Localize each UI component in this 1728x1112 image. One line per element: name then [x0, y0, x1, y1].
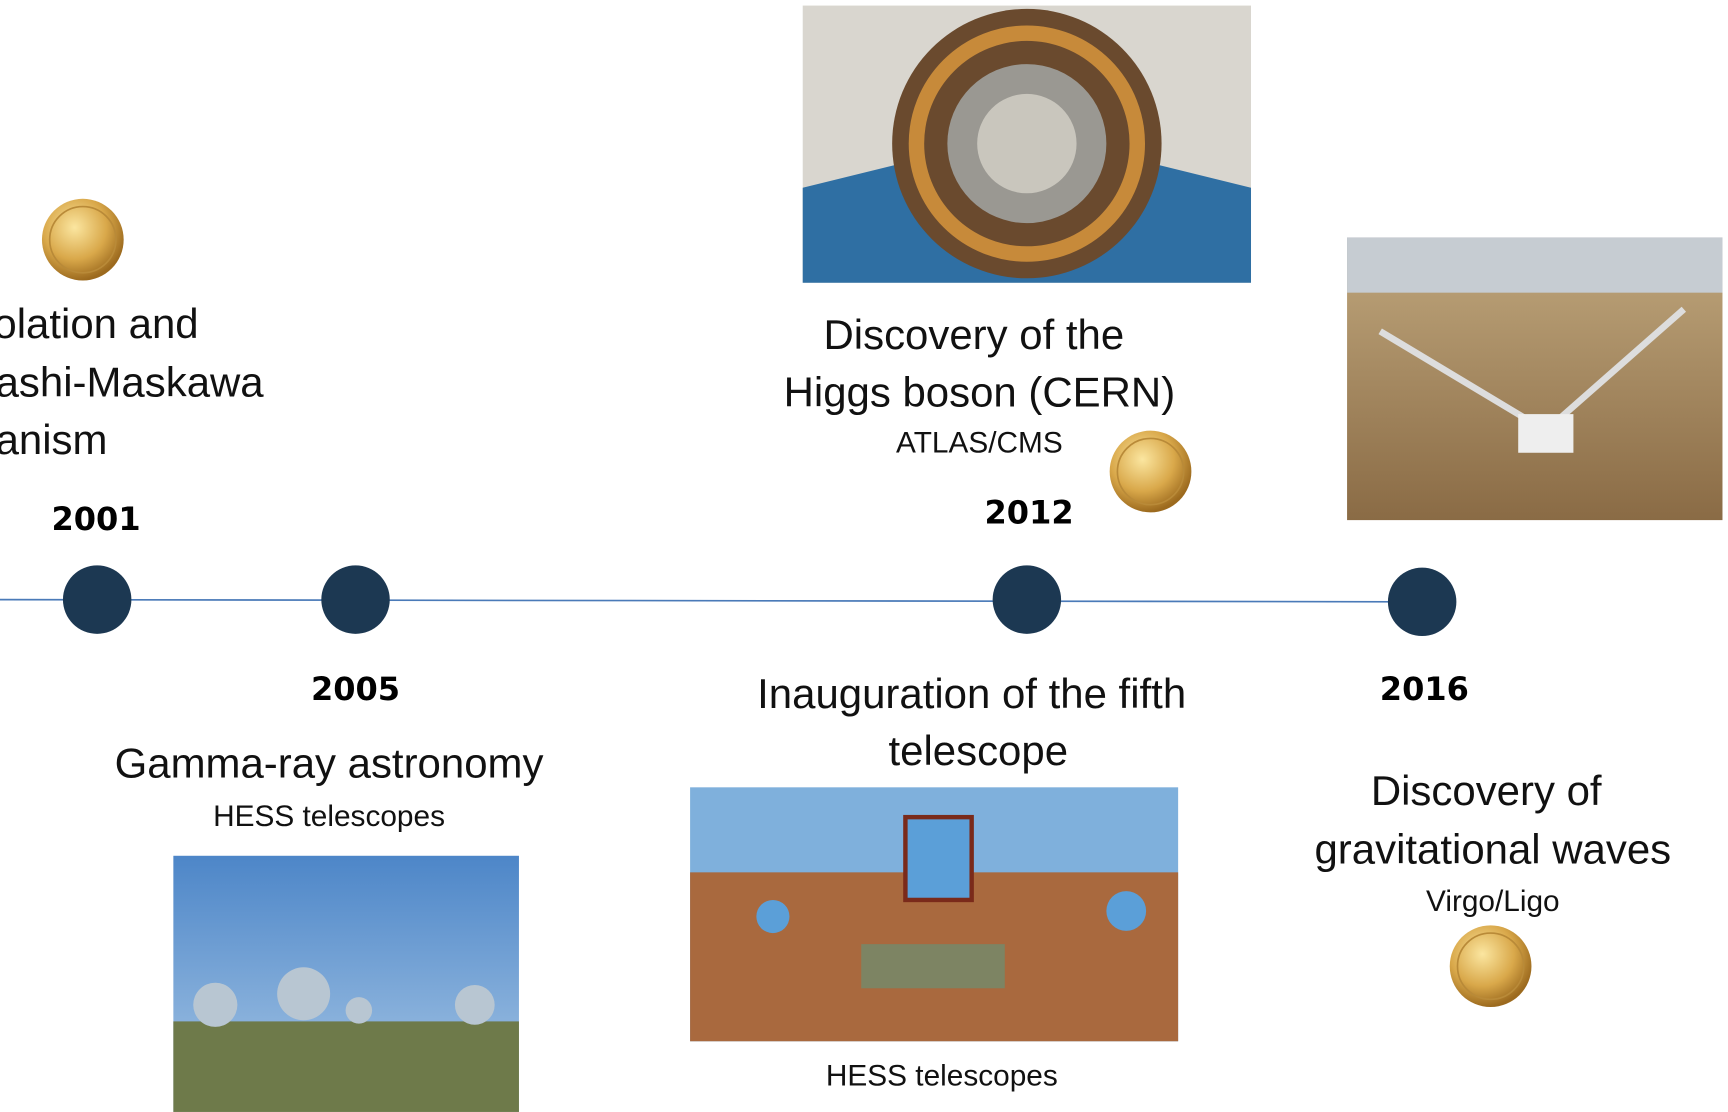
event-year: 2005: [311, 670, 400, 708]
milestone-title: telescope: [889, 727, 1069, 774]
timeline-axis: [0, 600, 1424, 602]
timeline-node: [63, 565, 131, 633]
nobel-medal: [1450, 925, 1532, 1007]
milestone-title: Inauguration of the fifth: [757, 670, 1186, 717]
event-subtitle: Virgo/Ligo: [1426, 885, 1560, 918]
event-year: 2012: [985, 493, 1074, 531]
event-title: ashi-Maskawa: [0, 358, 264, 405]
timeline-node: [321, 565, 389, 633]
timeline-node: [1388, 568, 1456, 636]
page: olation and ashi-Maskawa anism 2001 2005…: [0, 0, 1728, 1112]
cms-photo: [803, 6, 1251, 283]
virgo-photo: [1347, 237, 1722, 520]
event-title: Discovery of: [1371, 767, 1602, 814]
event-subtitle: HESS telescopes: [213, 800, 445, 833]
nobel-medal: [1110, 431, 1192, 513]
event-title: Higgs boson (CERN): [784, 368, 1176, 415]
timeline-node: [993, 565, 1061, 633]
hess-photo: [690, 787, 1178, 1041]
timeline-slide: olation and ashi-Maskawa anism 2001 2005…: [0, 0, 1728, 1112]
event-year: 2016: [1380, 670, 1469, 708]
event-title: Gamma-ray astronomy: [115, 739, 544, 786]
event-title: olation and: [0, 300, 199, 347]
event-title: Discovery of the: [824, 311, 1125, 358]
event-subtitle: ATLAS/CMS: [896, 427, 1063, 460]
photo-caption: HESS telescopes: [826, 1059, 1058, 1092]
hess-photo: [173, 856, 519, 1112]
event-title: gravitational waves: [1314, 826, 1671, 873]
event-year: 2001: [52, 500, 141, 538]
event-title: anism: [0, 416, 107, 463]
nobel-medal: [42, 199, 124, 281]
